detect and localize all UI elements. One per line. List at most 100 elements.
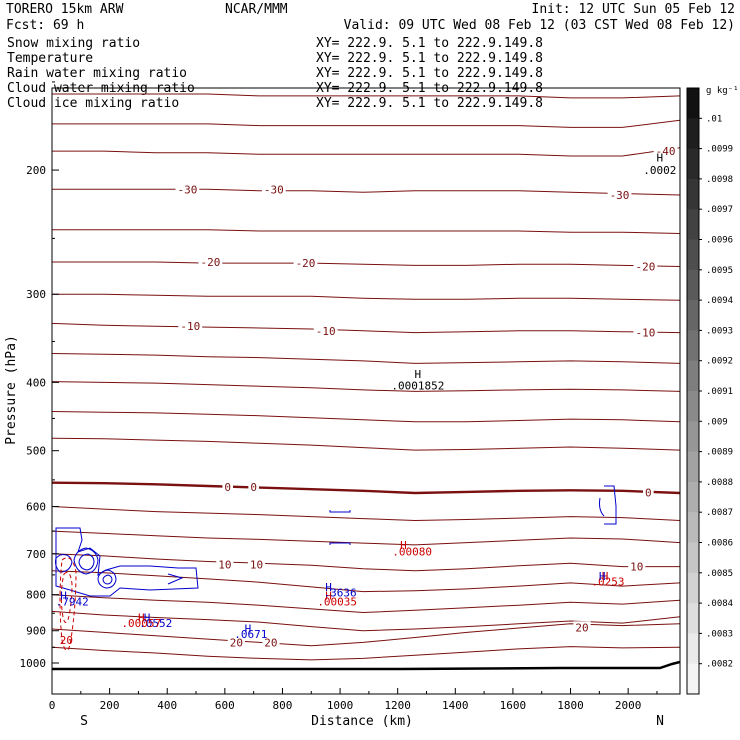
plot-frame	[51, 87, 681, 695]
contour-label-temperature: -30	[610, 189, 630, 202]
contour-label-temperature: 20	[230, 636, 243, 649]
y-tick-label: 800	[26, 589, 46, 602]
contour-label-bg	[643, 486, 654, 499]
x-tick-label: 2000	[615, 699, 642, 712]
contour-label-rain: .00080	[392, 546, 432, 559]
field-name-cloud-ice: Cloud ice mixing ratio	[7, 96, 179, 111]
colorbar-swatch	[687, 421, 699, 453]
contour-label-rain: H	[138, 612, 145, 625]
cloud-water-contour	[167, 573, 184, 585]
contour-label-rain: .00035	[317, 595, 357, 608]
contour-label-snow: .0001852	[391, 379, 444, 392]
colorbar-tick-label: .0092	[706, 357, 733, 367]
colorbar-swatch	[687, 239, 699, 271]
cloud-water-contour	[604, 485, 617, 525]
colorbar-tick-label: .0088	[706, 478, 733, 488]
temperature-contour-21	[52, 594, 680, 614]
contour-label-bg	[198, 255, 223, 268]
axes: 0 200 400 600 800 1000 1200 1400 1600 1800 2000200…	[20, 81, 658, 712]
contour-label-temperature: 20	[575, 621, 588, 634]
temperature-contour-24	[52, 646, 680, 661]
colorbar-swatch	[687, 209, 699, 240]
x-tick-label: 1000	[327, 699, 354, 712]
contour-label-snow: H	[415, 368, 422, 381]
header-org: NCAR/MMM	[225, 2, 288, 17]
field-name-temperature: Temperature	[7, 51, 93, 66]
contour-label-bg	[628, 560, 646, 573]
cloud-water-contour	[78, 553, 95, 571]
contour-label-bg	[216, 558, 234, 571]
colorbar-swatch	[687, 118, 699, 150]
cloud-water-contour	[102, 574, 113, 585]
cloud-water-contour	[55, 527, 199, 597]
colorbar-swatch	[687, 391, 699, 422]
ground-surface-line	[52, 660, 680, 671]
cloud-water-contour	[599, 497, 605, 517]
colorbar-tick-label: .0093	[706, 326, 733, 336]
contour-label-temperature: 20	[264, 636, 277, 649]
contour-label-cloud_water: .7942	[56, 595, 89, 608]
colorbar-swatch	[687, 269, 699, 301]
cloud-water-contour	[329, 510, 351, 513]
contour-label-temperature: -40	[656, 145, 676, 158]
temperature-contour-6	[52, 147, 680, 157]
temperature-contour-18	[52, 530, 680, 546]
colorbar-tick-label: .0097	[706, 205, 733, 215]
y-tick-label: 1000	[20, 657, 47, 670]
contour-label-temperature: 10	[250, 559, 263, 572]
contour-label-rain: 20	[60, 634, 73, 647]
contour-label-bg	[653, 145, 678, 158]
colorbar-tick-label: .0089	[706, 448, 733, 458]
temperature-contour-11	[52, 322, 680, 334]
colorbar: .01 .0099 .0098 .0097 .0096 .0095 .0094 .0093 .0…	[686, 87, 733, 695]
colorbar-swatch	[687, 330, 699, 362]
temperature-contours	[52, 93, 680, 661]
contour-label-temperature: -20	[201, 256, 221, 269]
temperature-contour-4	[52, 93, 680, 99]
contour-label-cloud_water: H	[245, 622, 252, 635]
contour-label-bg	[293, 257, 318, 270]
colorbar-tick-label: .0087	[706, 508, 733, 518]
x-tick-label: 600	[215, 699, 235, 712]
contour-label-bg	[248, 481, 259, 494]
contour-label-rain: H	[602, 570, 609, 583]
contour-label-temperature: -10	[316, 325, 336, 338]
colorbar-tick-label: .0091	[706, 387, 733, 397]
contour-label-temperature: -20	[635, 260, 655, 273]
field-name-snow: Snow mixing ratio	[7, 36, 140, 51]
y-tick-label: 700	[26, 548, 46, 561]
contour-label-bg	[175, 183, 200, 196]
contour-label-bg	[227, 636, 245, 649]
cloud-water-contour	[329, 542, 351, 545]
contour-label-bg	[262, 636, 280, 649]
contour-label-bg	[607, 189, 632, 202]
contour-label-bg	[222, 481, 234, 494]
temperature-contour-20	[52, 570, 680, 593]
colorbar-tick-label: .0082	[706, 660, 733, 670]
contour-label-cloud_water: H	[599, 570, 606, 583]
cloud-water-contour	[55, 554, 73, 573]
rain-contour	[59, 557, 77, 651]
colorbar-tick-label: .0086	[706, 539, 733, 549]
contour-label-rain: H	[325, 589, 332, 602]
y-tick-label: 500	[26, 445, 46, 458]
colorbar-swatch	[687, 300, 699, 331]
field-xy-rain: XY= 222.9. 5.1 to 222.9.149.8	[316, 66, 543, 81]
field-xy-temperature: XY= 222.9. 5.1 to 222.9.149.8	[316, 51, 543, 66]
field-xy-snow: XY= 222.9. 5.1 to 222.9.149.8	[316, 36, 543, 51]
y-tick-label: 200	[26, 164, 46, 177]
contour-labels: -40 -30 -30 -30 -20 -20 -20 -10 -10 -10 0 0 0 10 10 10 2…	[56, 145, 678, 649]
x-tick-label: 800	[273, 699, 293, 712]
y-tick-label: 300	[26, 288, 46, 301]
contour-label-rain: .00057	[121, 617, 161, 630]
colorbar-unit: g kg⁻¹	[706, 86, 739, 96]
colorbar-tick-label: .0084	[706, 599, 733, 609]
temperature-contour-23	[52, 623, 680, 647]
colorbar-tick-label: .0083	[706, 629, 733, 639]
contour-label-temperature: 10	[218, 559, 231, 572]
colorbar-tick-label: .0094	[706, 296, 733, 306]
y-tick-label: 400	[26, 376, 46, 389]
contour-label-bg	[633, 260, 658, 273]
temperature-contour-15	[52, 437, 680, 451]
colorbar-swatch	[687, 542, 699, 574]
